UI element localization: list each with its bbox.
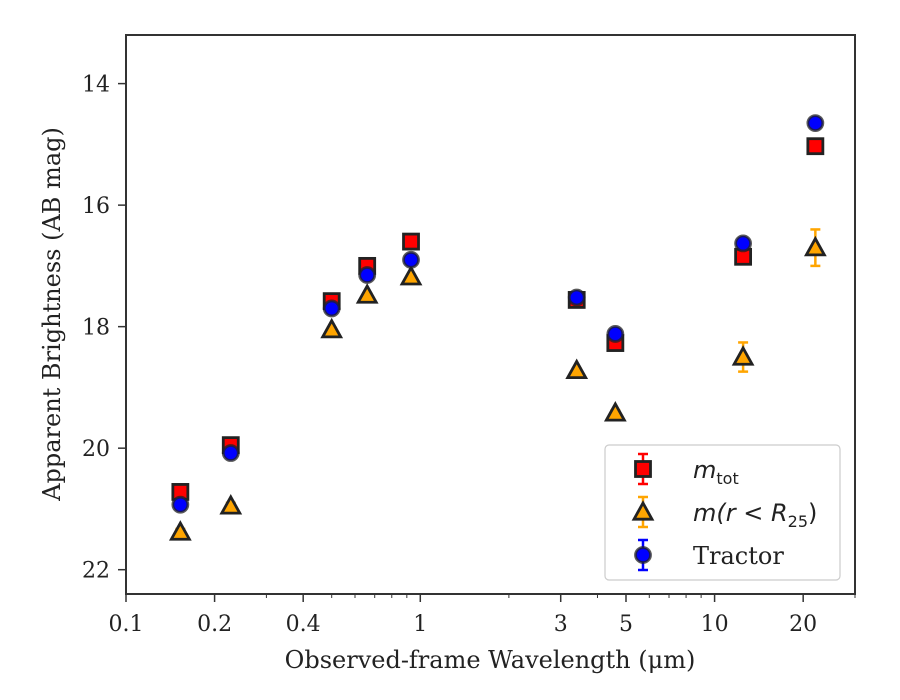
plot-frame bbox=[125, 34, 856, 595]
y-axis-label: Apparent Brightness (AB mag) bbox=[38, 127, 66, 502]
legend-label-main-0: m bbox=[693, 456, 716, 484]
series-1-point-8 bbox=[803, 235, 827, 257]
x-axis-label: Observed-frame Wavelength (μm) bbox=[285, 646, 696, 674]
legend-entry-1: m(r < R25) bbox=[631, 495, 817, 531]
series-1-point-0 bbox=[168, 520, 192, 541]
series-2-point-1 bbox=[221, 444, 240, 462]
x-tick-label-0: 0.1 bbox=[109, 612, 144, 637]
legend: mtot m(r < R25) Tractor bbox=[604, 444, 841, 581]
series-2-point-3 bbox=[358, 266, 377, 284]
x-tick-label-1: 0.2 bbox=[197, 612, 232, 637]
legend-label-sub-1: 25 bbox=[788, 512, 808, 531]
legend-label-1: m(r < R25) bbox=[693, 499, 817, 531]
legend-entry-2: Tractor bbox=[634, 538, 784, 572]
series-1-point-2 bbox=[320, 317, 344, 339]
series-2-point-4 bbox=[402, 250, 420, 269]
legend-box bbox=[604, 444, 841, 581]
y-tick-label-2: 18 bbox=[82, 316, 110, 341]
series-2 bbox=[171, 114, 825, 514]
y-tick-label-0: 14 bbox=[82, 73, 110, 98]
series-1 bbox=[168, 228, 827, 541]
y-tick-label-3: 20 bbox=[82, 437, 110, 462]
series-2-point-7 bbox=[734, 234, 753, 253]
x-tick-label-4: 3 bbox=[554, 612, 568, 637]
legend-label-suffix-1: ) bbox=[808, 499, 817, 527]
series-2-point-2 bbox=[322, 299, 341, 318]
series-1-point-4 bbox=[399, 264, 423, 286]
legend-label-0: mtot bbox=[693, 456, 739, 488]
series-2-point-5 bbox=[567, 288, 586, 307]
series-1-point-5 bbox=[565, 358, 589, 380]
x-tick-label-2: 0.4 bbox=[286, 612, 321, 637]
legend-marker-1 bbox=[631, 500, 655, 521]
series-1-point-7 bbox=[731, 345, 755, 366]
series-1-point-1 bbox=[219, 494, 243, 515]
legend-label-main-1: m(r < R bbox=[693, 499, 788, 527]
series-2-point-8 bbox=[806, 114, 825, 133]
legend-label-sub-0: tot bbox=[716, 469, 738, 488]
series-0-point-8 bbox=[806, 137, 825, 156]
x-tick-label-3: 1 bbox=[413, 612, 427, 637]
legend-label-2: Tractor bbox=[693, 542, 784, 570]
legend-marker-0 bbox=[634, 460, 652, 478]
data-marks bbox=[168, 114, 827, 541]
legend-entry-0: mtot bbox=[634, 452, 739, 488]
x-tick-label-7: 20 bbox=[789, 612, 817, 637]
series-1-point-6 bbox=[603, 401, 627, 422]
y-tick-label-1: 16 bbox=[82, 194, 110, 219]
legend-marker-2 bbox=[634, 546, 652, 564]
series-2-point-6 bbox=[606, 325, 625, 343]
axis-ticks: 0.1 0.2 0.4 1 3 5 10 20 14 16 18 20 22 bbox=[82, 73, 856, 637]
x-tick-label-6: 10 bbox=[701, 612, 729, 637]
series-2-point-0 bbox=[171, 495, 190, 514]
x-tick-label-5: 5 bbox=[619, 612, 633, 637]
legend-label-main-2: Tractor bbox=[693, 542, 784, 570]
series-0-point-4 bbox=[402, 232, 420, 251]
y-tick-label-4: 22 bbox=[82, 559, 110, 584]
series-1-point-3 bbox=[355, 283, 379, 304]
